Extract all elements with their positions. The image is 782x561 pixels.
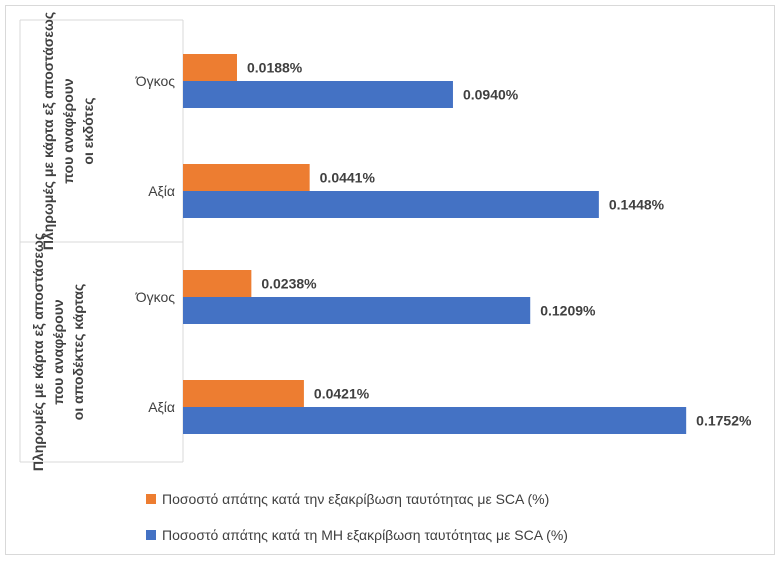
category-label: Όγκος (135, 289, 175, 305)
data-label-sca: 0.0441% (320, 170, 376, 186)
chart-legend: Ποσοστό απάτης κατά την εξακρίβωση ταυτό… (146, 488, 568, 560)
bar-chart: Πληρωμές με κάρτα εξ αποστάσεως που αναφέ… (19, 12, 752, 471)
group-label-line: οι αποδέκτες κάρτας (70, 284, 86, 420)
category-label: Όγκος (135, 73, 175, 89)
data-label-non-sca: 0.0940% (463, 87, 519, 103)
legend-swatch-sca (146, 494, 156, 504)
data-label-sca: 0.0238% (261, 276, 317, 292)
data-label-sca: 0.0188% (247, 60, 303, 76)
legend-swatch-non-sca (146, 530, 156, 540)
legend-item-non-sca: Ποσοστό απάτης κατά τη ΜΗ εξακρίβωση ταυ… (146, 524, 568, 546)
legend-item-sca: Ποσοστό απάτης κατά την εξακρίβωση ταυτό… (146, 488, 568, 510)
bar-non-sca (183, 191, 599, 218)
bar-sca (183, 164, 310, 191)
data-label-non-sca: 0.1448% (609, 197, 665, 213)
data-label-sca: 0.0421% (314, 386, 370, 402)
legend-label-sca: Ποσοστό απάτης κατά την εξακρίβωση ταυτό… (162, 491, 550, 507)
category-label: Αξία (148, 183, 175, 199)
group-label-line: Πληρωμές με κάρτα εξ αποστάσεως (30, 233, 46, 471)
bar-non-sca (183, 81, 453, 108)
group-label-line: που αναφέρουν (60, 78, 76, 184)
bar-non-sca (183, 297, 531, 324)
group-label-line: οι εκδότες (80, 97, 96, 164)
category-label: Αξία (148, 399, 175, 415)
bar-sca (183, 270, 252, 297)
group-label-line: Πληρωμές με κάρτα εξ αποστάσεως (40, 12, 56, 250)
data-label-non-sca: 0.1209% (540, 303, 596, 319)
data-label-non-sca: 0.1752% (696, 413, 752, 429)
bar-non-sca (183, 407, 687, 434)
bar-sca (183, 54, 237, 81)
chart-frame: Πληρωμές με κάρτα εξ αποστάσεως που αναφέ… (5, 5, 775, 555)
legend-label-non-sca: Ποσοστό απάτης κατά τη ΜΗ εξακρίβωση ταυ… (162, 527, 568, 543)
group-label-line: που αναφέρουν (50, 299, 66, 405)
bar-sca (183, 380, 304, 407)
